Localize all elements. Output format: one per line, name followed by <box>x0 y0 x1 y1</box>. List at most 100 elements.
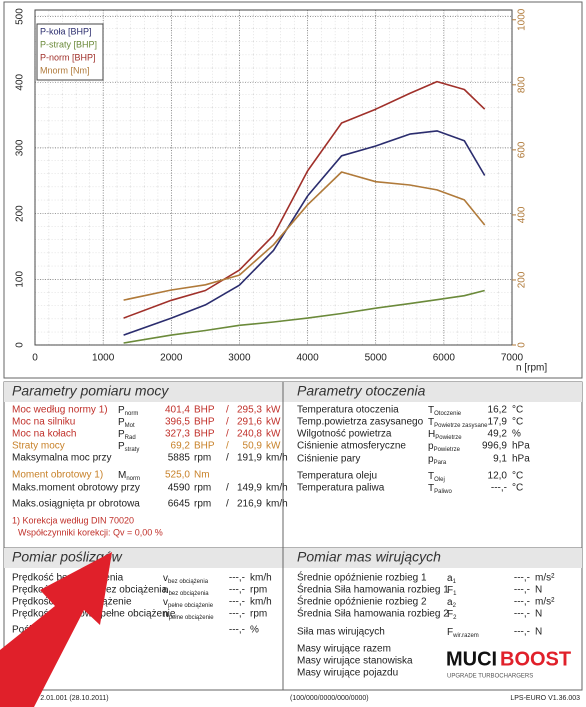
symbol-base: p <box>428 441 434 452</box>
tables: Parametry pomiaru mocy Moc według normy 1… <box>12 383 555 679</box>
symbol: TPaliwo <box>428 483 452 495</box>
row-label: Wilgotność powietrza <box>297 429 392 440</box>
value: 401,4 <box>165 405 190 416</box>
unit: km/h <box>250 573 272 584</box>
row-label: Moc na silniku <box>12 417 75 428</box>
symbol: F1 <box>447 585 457 597</box>
unit: N <box>535 609 542 620</box>
symbol-sub: bez obciążenia <box>169 591 210 597</box>
separator: / <box>226 499 229 510</box>
symbol-base: T <box>428 405 434 416</box>
chart: 0 1000 2000 3000 4000 5000 6000 700001002003004… <box>15 8 548 374</box>
row-label: Masy wirujące pojazdu <box>297 668 398 679</box>
unit: rpm <box>250 609 267 620</box>
symbol-sub: wir.razem <box>452 633 479 639</box>
y-tick-label: 100 <box>15 271 26 288</box>
symbol-sub: 2 <box>453 615 457 621</box>
y-tick-label: 500 <box>15 8 26 25</box>
symbol: Fwir.razem <box>447 627 479 639</box>
row-label: Maksymalna moc przy <box>12 453 111 464</box>
unit: rpm <box>194 499 211 510</box>
value: 6645 <box>168 499 191 510</box>
unit: m/s² <box>535 597 555 608</box>
row-label: Temp.powietrza zasysanego <box>297 417 424 428</box>
series-line <box>123 289 485 344</box>
unit: rpm <box>194 453 211 464</box>
value: ---,- <box>229 573 245 584</box>
y2-tick-label: 800 <box>517 76 528 93</box>
footnote: Współczynniki korekcji: Qv = 0,00 % <box>18 527 163 537</box>
unit: % <box>512 429 521 440</box>
legend-box <box>36 23 104 81</box>
unit: BHP <box>194 417 215 428</box>
separator: / <box>226 405 229 416</box>
value: ---,- <box>229 609 245 620</box>
symbol-base: a <box>447 573 453 584</box>
footer: (100/000/0000/000/0000) <box>290 695 369 702</box>
unit: N <box>535 627 542 638</box>
row-label: Moc na kołach <box>12 429 76 440</box>
symbol-sub: straty <box>125 447 140 453</box>
series-line <box>123 80 486 319</box>
symbol-sub: Mot <box>125 423 135 429</box>
symbol-base: F <box>447 585 453 596</box>
symbol-sub: bez obciążenia <box>168 579 209 585</box>
symbol: a2 <box>447 597 457 609</box>
y-tick-label: 200 <box>15 205 26 222</box>
symbol-sub: 2 <box>453 603 457 609</box>
value: 216,9 <box>237 499 262 510</box>
unit: km/h <box>266 499 288 510</box>
unit: °C <box>512 471 523 482</box>
symbol: pPowietrze <box>428 441 461 453</box>
header-band <box>4 382 582 402</box>
unit: kW <box>266 417 281 428</box>
y2-tick-label: 200 <box>517 271 528 288</box>
row-label: Temperatura oleju <box>297 471 377 482</box>
symbol-sub: pełne obciążenie <box>169 615 215 621</box>
symbol-sub: Rad <box>125 435 136 441</box>
legend-entry: P-koła [BHP] <box>40 26 92 36</box>
x-tick-label: 4000 <box>296 353 319 364</box>
y2-tick-label: 400 <box>517 206 528 223</box>
x-tick-label: 7000 <box>501 353 524 364</box>
symbol: PRad <box>118 429 136 441</box>
symbol-base: P <box>118 441 125 452</box>
unit: km/h <box>266 483 288 494</box>
section-title: Pomiar poślizgów <box>12 549 123 565</box>
value: 996,9 <box>482 441 507 452</box>
symbol-sub: norm <box>125 411 139 417</box>
symbol-sub: 1 <box>453 591 457 597</box>
unit: km/h <box>250 597 272 608</box>
y2-tick-label: 600 <box>517 141 528 158</box>
separator: / <box>226 417 229 428</box>
x-tick-label: 6000 <box>433 353 456 364</box>
symbol-base: n <box>163 609 169 620</box>
unit: Nm <box>194 470 210 481</box>
value: 9,1 <box>493 454 507 465</box>
symbol-base: T <box>428 417 434 428</box>
value: 49,2 <box>488 429 508 440</box>
unit: °C <box>512 405 523 416</box>
symbol-base: P <box>118 429 125 440</box>
unit: km/h <box>266 453 288 464</box>
separator: / <box>226 453 229 464</box>
series-line <box>123 130 486 336</box>
legend-entry: Mnorm [Nm] <box>40 65 90 75</box>
value: ---,- <box>514 585 530 596</box>
value: ---,- <box>514 627 530 638</box>
row-label: Średnia Siła hamowania rozbieg 2 <box>297 607 449 620</box>
value: ---,- <box>514 597 530 608</box>
separator: / <box>226 441 229 452</box>
unit: °C <box>512 483 523 494</box>
logo: MUCI BOOST UPGRADE TURBOCHARGERS <box>443 646 571 680</box>
separator: / <box>226 429 229 440</box>
value: 291,6 <box>237 417 262 428</box>
symbol: npełne obciążenie <box>163 609 214 621</box>
symbol: Pstraty <box>118 441 139 453</box>
unit: rpm <box>250 585 267 596</box>
symbol-base: p <box>428 454 434 465</box>
logo-text: BOOST <box>500 648 571 670</box>
symbol-base: M <box>118 470 126 481</box>
row-label: Maks.moment obrotowy przy <box>12 483 140 494</box>
